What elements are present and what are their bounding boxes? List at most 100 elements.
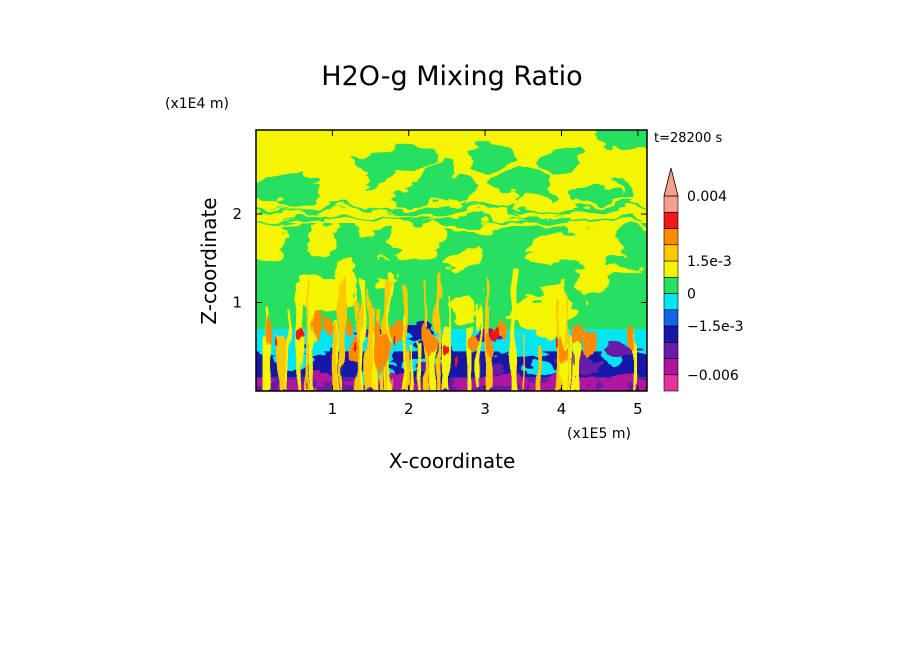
field-blob [413, 380, 431, 388]
field-band [256, 207, 647, 211]
plot-frame [255, 129, 648, 392]
field-blob [487, 339, 513, 354]
field-blob [534, 143, 585, 173]
field-plume [447, 295, 451, 391]
field-plume-core [312, 310, 322, 342]
field-plume-core [392, 334, 397, 345]
field-blob [451, 173, 475, 208]
field-plume [409, 346, 413, 391]
field-plume [366, 287, 371, 391]
colorbar-bin [663, 211, 679, 229]
x-axis-label: X-coordinate [389, 449, 516, 473]
field-blob [360, 255, 404, 281]
colorbar-bin [663, 341, 679, 359]
field-plume [444, 326, 448, 391]
colorbar-bin [663, 293, 679, 311]
x-tick-label: 1 [328, 400, 338, 418]
field-plume [568, 334, 573, 391]
field-plume [387, 272, 391, 391]
field-plume [631, 329, 637, 391]
heatmap-field [256, 130, 647, 391]
field-plume-core [390, 321, 404, 345]
field-plume [555, 300, 561, 391]
colorbar: 0.004 1.5e-3 0 −1.5e-3 −0.006 [663, 167, 744, 392]
field-plume-core [275, 336, 280, 347]
x-tick-label: 3 [480, 400, 490, 418]
field-plume [277, 334, 283, 391]
field-blob [393, 142, 435, 166]
chart-title: H2O-g Mixing Ratio [321, 61, 582, 92]
field-plume-core [445, 345, 450, 356]
field-blob [488, 232, 512, 260]
field-blob [451, 384, 465, 391]
field-plume [284, 308, 289, 391]
field-band [256, 219, 647, 223]
field-plume [435, 271, 441, 391]
field-plume [401, 314, 405, 391]
time-label: t=28200 s [654, 131, 722, 146]
field-blob [527, 234, 610, 261]
field-blob [421, 164, 458, 201]
field-blob [518, 193, 552, 216]
field-plume-core [420, 323, 428, 343]
field-plume [511, 268, 517, 391]
field-plume [477, 301, 481, 391]
field-blob [474, 289, 541, 301]
field-blob [439, 250, 482, 268]
field-blob [256, 268, 306, 301]
field-plume-core [492, 329, 497, 340]
colorbar-extend-top [663, 167, 679, 197]
field-plume-core [495, 322, 505, 340]
field-plume [402, 286, 408, 391]
y-unit-label: (x1E4 m) [165, 96, 229, 112]
colorbar-bin [663, 260, 679, 278]
field-plume-core [486, 332, 494, 361]
field-plume-core [582, 329, 595, 359]
field-blob [487, 363, 507, 376]
field-blob [317, 163, 370, 194]
field-plume [573, 340, 579, 391]
y-tick-label: 1 [232, 294, 242, 312]
colorbar-bin [663, 358, 679, 376]
field-plume-core [572, 322, 584, 343]
colorbar-label: 1.5e-3 [687, 254, 732, 270]
field-plume [521, 330, 525, 391]
colorbar-bin [663, 276, 679, 294]
field-band [256, 225, 647, 229]
colorbar-bin [663, 228, 679, 246]
field-plume-core [374, 322, 384, 347]
field-blob [256, 132, 314, 148]
y-axis-label: Z-coordinate [197, 197, 221, 324]
field-plume-core [453, 355, 458, 366]
field-blob [616, 228, 647, 260]
field-plume [312, 289, 315, 391]
colorbar-bin [663, 244, 679, 262]
y-tick-label: 2 [232, 205, 242, 223]
field-blob [609, 380, 630, 391]
field-blob [488, 170, 555, 194]
field-blob [444, 276, 512, 289]
field-blob [571, 187, 626, 214]
x-unit-label: (x1E5 m) [567, 426, 631, 442]
field-plume-core [372, 339, 384, 373]
field-blob [293, 276, 357, 311]
field-plume-core [351, 343, 356, 354]
field-blob [256, 175, 322, 206]
field-band [256, 213, 647, 217]
field-plume [417, 340, 421, 391]
field-plume [339, 277, 344, 391]
x-axis: 1 2 3 4 5 [328, 130, 643, 418]
field-plume-core [263, 318, 271, 347]
field-blob [342, 382, 362, 390]
field-plume-core [343, 316, 352, 337]
x-tick-label: 2 [404, 400, 414, 418]
field-plume-core [297, 330, 302, 341]
field-plume [280, 334, 287, 391]
field-blob [448, 295, 480, 324]
colorbar-label: −0.006 [687, 368, 739, 384]
field-plume [305, 278, 309, 391]
field-plume-core [468, 335, 479, 352]
colorbar-bin [663, 374, 679, 392]
field-plume [358, 280, 365, 391]
